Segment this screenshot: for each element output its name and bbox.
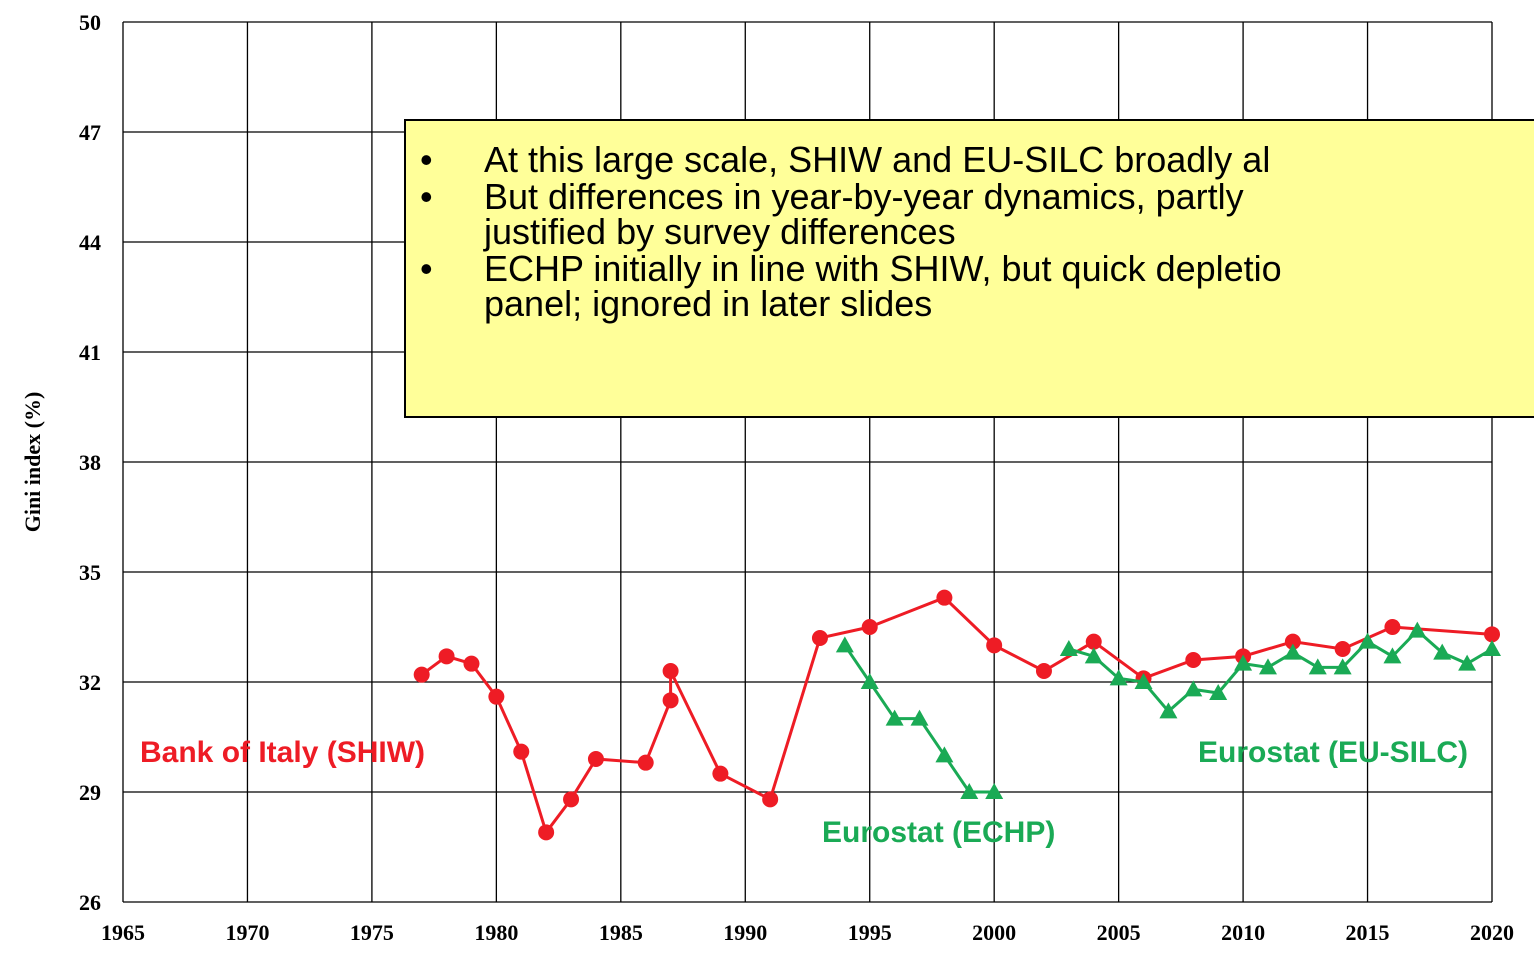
annotation-text: But differences in year-by-year dynamics…: [484, 176, 1244, 217]
point: [1308, 658, 1327, 675]
series-line: [420, 595, 1493, 836]
bullet: •: [420, 176, 433, 217]
point: [513, 743, 530, 760]
x-tick-label: 2005: [1097, 920, 1141, 945]
point: [1358, 632, 1377, 649]
point: [861, 619, 878, 635]
x-tick-label: 1995: [848, 920, 892, 945]
point: [1334, 641, 1351, 657]
point: [662, 692, 679, 709]
point: [1035, 663, 1052, 679]
point: [538, 824, 555, 841]
point: [1184, 680, 1203, 697]
x-tick-label: 1985: [599, 920, 643, 945]
point: [1234, 654, 1253, 671]
point: [712, 765, 729, 782]
y-tick-label: 29: [79, 780, 101, 805]
point: [438, 648, 455, 665]
point: [1085, 633, 1102, 650]
x-tick-label: 1990: [723, 920, 767, 945]
annotation-text: panel; ignored in later slides: [484, 283, 932, 324]
x-tick-label: 2010: [1221, 920, 1265, 945]
point: [1059, 640, 1078, 656]
x-tick-label: 1980: [474, 920, 518, 945]
x-tick-label: 2020: [1470, 920, 1514, 945]
point: [985, 783, 1004, 799]
point: [1209, 684, 1228, 700]
point: [637, 754, 654, 771]
bullet: •: [420, 248, 433, 289]
point: [835, 636, 854, 653]
point: [1483, 640, 1501, 656]
point: [1284, 633, 1301, 650]
annotation-text: ECHP initially in line with SHIW, but qu…: [484, 248, 1282, 289]
point: [1159, 702, 1178, 719]
point: [1258, 658, 1277, 675]
annotation-text: justified by survey differences: [483, 211, 956, 252]
point: [1408, 621, 1427, 638]
point: [488, 688, 505, 705]
annotation-box: [404, 119, 1534, 418]
point: [662, 663, 679, 679]
point: [960, 783, 979, 799]
y-tick-label: 35: [79, 560, 101, 585]
point: [811, 630, 828, 646]
x-tick-label: 1965: [101, 920, 145, 945]
point: [885, 709, 904, 726]
x-tick-label: 2015: [1346, 920, 1390, 945]
x-tick-label: 1970: [225, 920, 269, 945]
y-tick-label: 38: [79, 450, 101, 475]
point: [935, 746, 954, 763]
point: [1383, 647, 1402, 664]
point: [1333, 658, 1352, 675]
point: [463, 655, 480, 672]
point: [910, 709, 929, 726]
series-label: Bank of Italy (SHIW): [140, 736, 425, 769]
bullet: •: [420, 139, 433, 180]
point: [1185, 652, 1202, 668]
y-tick-label: 44: [79, 230, 101, 255]
y-tick-label: 41: [79, 340, 101, 365]
point: [587, 751, 604, 767]
y-tick-label: 32: [79, 670, 101, 695]
point: [1283, 643, 1302, 660]
x-tick-label: 1975: [350, 920, 394, 945]
point: [1458, 654, 1477, 671]
series-label: Eurostat (EU-SILC): [1198, 736, 1468, 769]
point: [1134, 673, 1153, 689]
y-tick-label: 47: [79, 120, 101, 145]
y-tick-label: 50: [79, 10, 101, 35]
point: [936, 589, 953, 606]
point: [1433, 643, 1452, 660]
point: [1109, 669, 1128, 686]
point: [762, 791, 779, 808]
point: [986, 637, 1003, 654]
point: [1384, 619, 1401, 635]
point: [1484, 626, 1500, 643]
point: [860, 673, 879, 689]
y-tick-label: 26: [79, 890, 101, 915]
point: [1084, 647, 1103, 664]
series-label: Eurostat (ECHP): [822, 816, 1055, 849]
x-tick-label: 2000: [972, 920, 1016, 945]
point: [413, 666, 430, 683]
point: [563, 791, 580, 808]
annotation-text: At this large scale, SHIW and EU-SILC br…: [484, 139, 1270, 180]
y-axis-label: Gini index (%): [20, 392, 45, 533]
